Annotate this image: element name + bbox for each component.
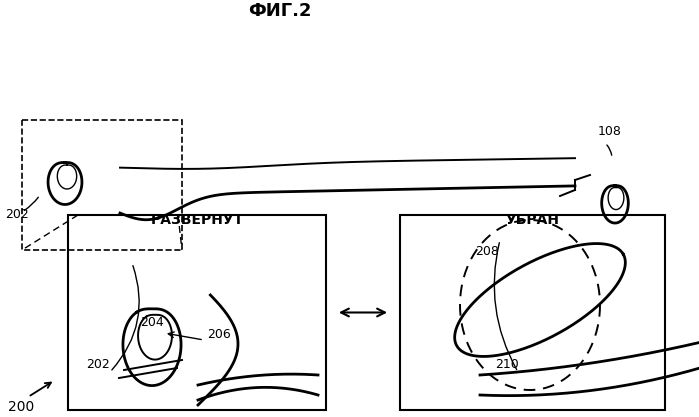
Bar	[68, 215, 326, 410]
Text: 204: 204	[140, 316, 164, 329]
Text: РАЗВЕРНУТ: РАЗВЕРНУТ	[150, 213, 244, 227]
Text: 208: 208	[475, 245, 499, 258]
Text: 200: 200	[8, 400, 34, 414]
Text: 202: 202	[86, 358, 110, 371]
Bar	[400, 215, 665, 410]
Text: УБРАН: УБРАН	[505, 213, 559, 227]
Bar	[22, 120, 182, 250]
Text: 202: 202	[5, 208, 29, 221]
Text: 210: 210	[495, 358, 519, 371]
Text: 108: 108	[598, 125, 622, 138]
Text: 206: 206	[207, 328, 231, 341]
Text: ФИГ.2: ФИГ.2	[248, 2, 312, 20]
